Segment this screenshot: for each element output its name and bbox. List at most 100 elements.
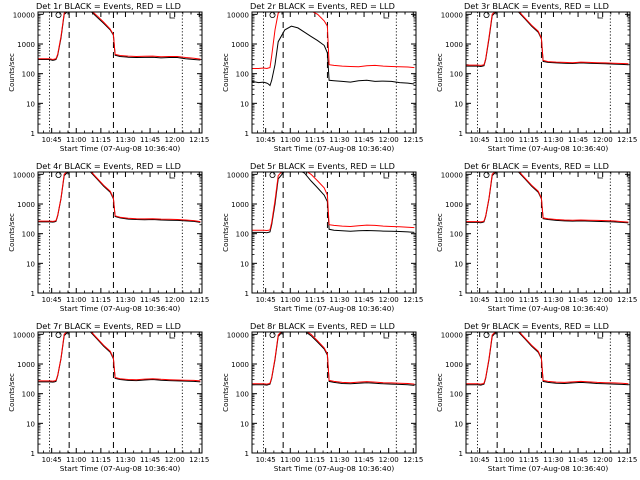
x-tick-label: 11:30 (115, 296, 135, 304)
y-tick-label: 1000 (17, 361, 35, 369)
chart-panel-2: Det 2r BLACK = Events, RED = LLD 1 10 100 10… (222, 1, 423, 153)
x-tick-label: 11:45 (140, 296, 160, 304)
y-tick-label: 10 (240, 100, 249, 108)
x-tick-label: 12:00 (593, 456, 613, 464)
x-tick-label: 11:30 (115, 456, 135, 464)
x-tick-label: 11:00 (280, 136, 300, 144)
series-line-lld (38, 172, 201, 223)
y-tick-label: 10000 (13, 171, 35, 179)
x-tick-label: 10:45 (256, 296, 276, 304)
y-tick-label: 10 (26, 260, 35, 268)
y-tick-label: 100 (22, 391, 35, 399)
x-tick-label: 11:30 (329, 296, 349, 304)
y-tick-label: 1000 (445, 41, 463, 49)
x-tick-label: 11:00 (494, 456, 514, 464)
x-axis-label: Start Time (07-Aug-08 10:36:40) (488, 304, 609, 313)
y-tick-label: 10 (240, 260, 249, 268)
x-tick-label: 11:15 (305, 456, 325, 464)
x-tick-label: 11:45 (568, 456, 588, 464)
y-tick-label: 1 (459, 130, 463, 138)
y-tick-label: 10000 (227, 11, 249, 19)
series-line-lld (252, 172, 415, 232)
x-tick-label: 10:45 (42, 456, 62, 464)
y-tick-label: 1000 (17, 41, 35, 49)
y-tick-label: 10 (454, 260, 463, 268)
chart-title: Det 1r BLACK = Events, RED = LLD (36, 1, 181, 11)
time-bracket-marker (597, 173, 604, 179)
chart-panel-4: Det 4r BLACK = Events, RED = LLD 1 10 100 10… (8, 161, 209, 313)
x-axis-label: Start Time (07-Aug-08 10:36:40) (488, 464, 609, 473)
x-tick-label: 11:00 (494, 136, 514, 144)
x-tick-label: 11:15 (305, 296, 325, 304)
series-line-lld (38, 332, 201, 382)
y-tick-label: 1000 (231, 41, 249, 49)
x-tick-label: 12:15 (189, 296, 209, 304)
chart-title: Det 3r BLACK = Events, RED = LLD (464, 1, 609, 11)
x-tick-label: 11:00 (66, 136, 86, 144)
x-tick-label: 12:15 (403, 296, 423, 304)
plot-frame (465, 331, 631, 454)
y-axis-label: Counts/sec (436, 53, 444, 92)
x-tick-label: 12:15 (617, 296, 637, 304)
y-tick-label: 1000 (445, 361, 463, 369)
x-tick-label: 11:15 (91, 136, 111, 144)
y-tick-label: 100 (236, 71, 249, 79)
chart-panel-6: Det 6r BLACK = Events, RED = LLD 1 10 100 10… (436, 161, 637, 313)
x-axis-label: Start Time (07-Aug-08 10:36:40) (60, 144, 181, 153)
chart-panel-3: Det 3r BLACK = Events, RED = LLD 1 10 100 10… (436, 1, 637, 153)
chart-panel-8: Det 8r BLACK = Events, RED = LLD 1 10 100 10… (222, 321, 423, 473)
x-tick-label: 12:00 (593, 136, 613, 144)
x-tick-label: 11:45 (140, 456, 160, 464)
time-bracket-marker (169, 333, 176, 339)
series-line-lld (252, 12, 415, 70)
x-tick-label: 11:30 (329, 456, 349, 464)
y-tick-label: 1000 (231, 201, 249, 209)
series-line-lld (38, 12, 201, 61)
x-tick-label: 10:45 (470, 456, 490, 464)
x-tick-label: 12:00 (165, 136, 185, 144)
series-line-lld (252, 332, 415, 385)
x-tick-label: 11:15 (519, 136, 539, 144)
y-tick-label: 1 (31, 130, 35, 138)
x-axis-label: Start Time (07-Aug-08 10:36:40) (274, 144, 395, 153)
time-bracket-marker (383, 13, 390, 19)
x-tick-label: 11:00 (494, 296, 514, 304)
x-axis-label: Start Time (07-Aug-08 10:36:40) (60, 464, 181, 473)
x-tick-label: 10:45 (42, 136, 62, 144)
y-tick-label: 10000 (227, 171, 249, 179)
y-tick-label: 10 (26, 420, 35, 428)
x-tick-label: 12:00 (379, 296, 399, 304)
y-tick-label: 1 (31, 290, 35, 298)
x-tick-label: 11:45 (568, 136, 588, 144)
plot-frame (37, 331, 203, 454)
x-tick-label: 10:45 (42, 296, 62, 304)
y-tick-label: 1 (245, 450, 249, 458)
y-tick-label: 10 (454, 100, 463, 108)
chart-panel-9: Det 9r BLACK = Events, RED = LLD 1 10 100 10… (436, 321, 637, 473)
x-tick-label: 11:15 (91, 296, 111, 304)
y-tick-label: 100 (450, 231, 463, 239)
y-axis-label: Counts/sec (8, 53, 16, 92)
y-axis-label: Counts/sec (8, 373, 16, 412)
x-tick-label: 10:45 (256, 456, 276, 464)
x-tick-label: 11:30 (543, 136, 563, 144)
x-tick-label: 11:45 (354, 136, 374, 144)
x-tick-label: 12:00 (593, 296, 613, 304)
plot-frame (251, 11, 417, 134)
y-tick-label: 10 (454, 420, 463, 428)
time-bracket-marker (597, 13, 604, 19)
x-tick-label: 12:00 (165, 456, 185, 464)
x-tick-label: 11:00 (66, 456, 86, 464)
x-tick-label: 11:30 (543, 456, 563, 464)
time-bracket-marker (383, 333, 390, 339)
chart-panel-7: Det 7r BLACK = Events, RED = LLD 1 10 100 10… (8, 321, 209, 473)
time-bracket-marker (597, 333, 604, 339)
chart-title: Det 5r BLACK = Events, RED = LLD (250, 161, 395, 171)
y-tick-label: 10000 (441, 331, 463, 339)
y-tick-label: 10000 (441, 11, 463, 19)
plot-frame (37, 11, 203, 134)
plot-frame (465, 11, 631, 134)
y-axis-label: Counts/sec (436, 213, 444, 252)
x-tick-label: 11:15 (519, 296, 539, 304)
